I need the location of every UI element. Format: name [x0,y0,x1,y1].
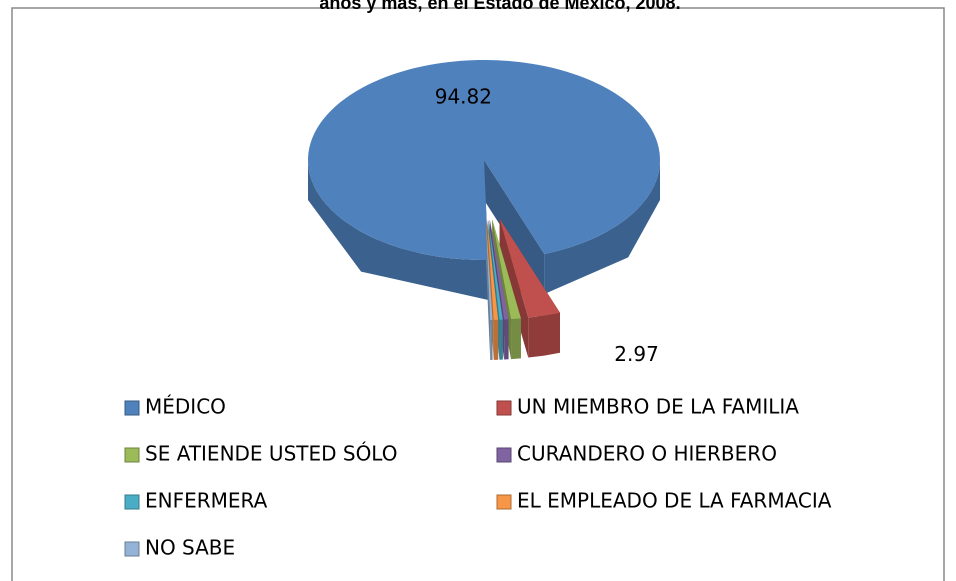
chart-title: años y más, en el Estado de México, 2008… [319,0,680,13]
legend-label: NO SABE [145,536,235,560]
slice-side [493,319,499,360]
slice-top [492,219,521,320]
legend-label: SE ATIENDE USTED SÓLO [145,442,397,466]
slice-top [487,219,499,320]
slice-wall [485,219,491,360]
legend-swatch [496,447,512,463]
data-label: 2.97 [614,342,659,366]
slice-top [308,60,660,260]
legend-label: UN MIEMBRO DE LA FAMILIA [517,395,799,419]
legend-swatch [496,400,512,416]
legend-swatch [124,447,140,463]
legend-swatch [124,541,140,557]
slice-side [544,160,660,294]
slice-top [488,219,503,320]
slice-wall [484,160,545,294]
pie-slice [485,219,493,360]
slice-top [499,218,560,318]
legend-label: ENFERMERA [145,489,268,513]
pie-slice [308,60,660,300]
legend-swatch [124,494,140,510]
slice-side [308,160,489,300]
legend-label: MÉDICO [145,395,226,419]
legend-label: CURANDERO O HIERBERO [517,442,777,466]
legend-swatch [496,494,512,510]
slice-wall [499,218,529,358]
pie-slice [499,218,560,358]
slice-top [489,219,509,320]
legend-label: EL EMPLEADO DE LA FARMACIA [517,489,832,513]
slice-side [504,319,509,360]
slice-side [490,319,493,360]
slice-side [528,312,560,358]
data-label: 94.82 [435,85,492,109]
slice-side [499,319,503,360]
legend-swatch [124,400,140,416]
slice-side [511,318,521,360]
slice-top [485,219,493,320]
